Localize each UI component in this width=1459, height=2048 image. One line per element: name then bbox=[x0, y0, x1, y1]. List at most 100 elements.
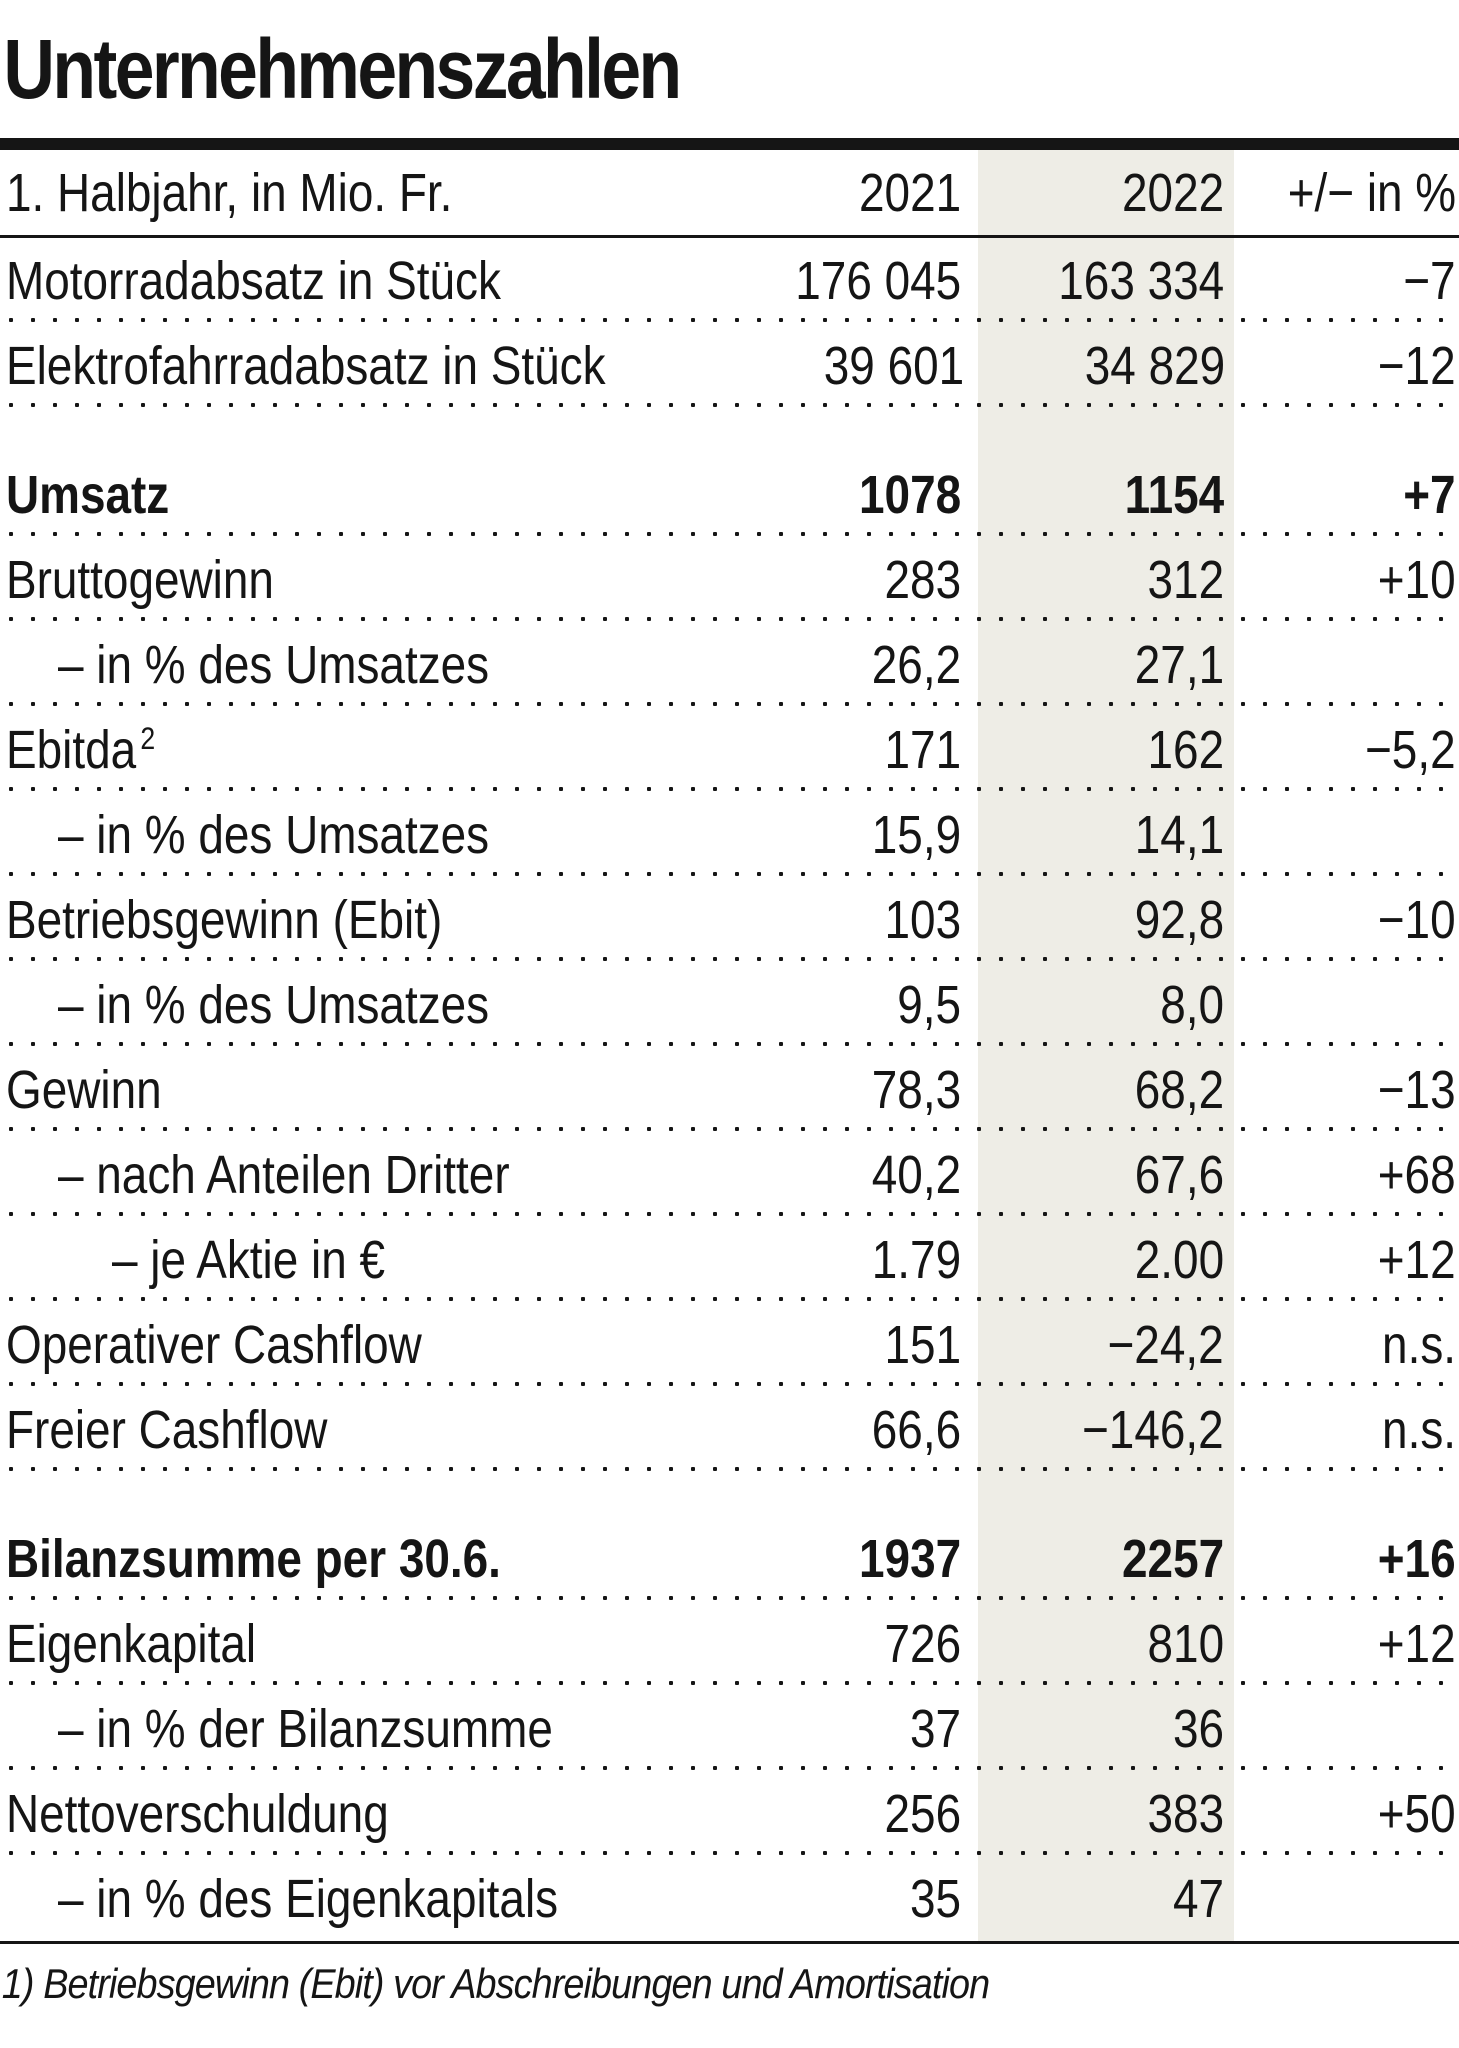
row-label-text: Eigenkapital bbox=[6, 1613, 257, 1674]
cell-change: +12 bbox=[1234, 1233, 1459, 1287]
value-change: −7 bbox=[1403, 250, 1456, 311]
header-label-cell: 1. Halbjahr, in Mio. Fr. bbox=[0, 166, 701, 220]
row-label-text: – in % des Umsatzes bbox=[58, 634, 490, 695]
row-label-text: Gewinn bbox=[6, 1059, 162, 1120]
table-row: Bilanzsumme per 30.6. 1937 2257 +16 bbox=[0, 1472, 1459, 1601]
title-block: Unternehmenszahlen bbox=[0, 0, 1459, 138]
row-label: Eigenkapital bbox=[6, 1617, 256, 1671]
row-label-text: Bilanzsumme per 30.6. bbox=[6, 1528, 501, 1589]
cell-2022: 312 bbox=[961, 553, 1234, 607]
row-label: Motorradabsatz in Stück bbox=[6, 254, 501, 308]
value-change: −10 bbox=[1378, 889, 1456, 950]
value-2022: 27,1 bbox=[1134, 634, 1224, 695]
cell-2021: 256 bbox=[701, 1787, 961, 1841]
value-2021: 1.79 bbox=[871, 1229, 961, 1290]
value-2022: 383 bbox=[1147, 1783, 1224, 1844]
row-label-text: – in % des Umsatzes bbox=[58, 974, 490, 1035]
value-change: +68 bbox=[1378, 1144, 1456, 1205]
value-2021: 37 bbox=[909, 1698, 961, 1759]
cell-2022: 68,2 bbox=[961, 1063, 1234, 1117]
row-label-text: Umsatz bbox=[6, 464, 170, 525]
value-2022: −146,2 bbox=[1082, 1399, 1224, 1460]
table-row: – in % des Umsatzes 9,5 8,0 bbox=[0, 962, 1459, 1047]
value-2021: 35 bbox=[909, 1868, 961, 1929]
value-2021: 103 bbox=[884, 889, 961, 950]
cell-2021: 15,9 bbox=[701, 808, 961, 862]
header-2021-cell: 2021 bbox=[701, 166, 961, 220]
cell-change: −7 bbox=[1234, 254, 1459, 308]
cell-2021: 66,6 bbox=[701, 1403, 961, 1457]
value-change: +12 bbox=[1378, 1229, 1456, 1290]
cell-change bbox=[1234, 978, 1459, 1032]
table-row: – in % der Bilanzsumme 37 36 bbox=[0, 1686, 1459, 1771]
cell-change: n.s. bbox=[1234, 1403, 1459, 1457]
table-row: Operativer Cashflow 151 −24,2 n.s. bbox=[0, 1302, 1459, 1387]
row-label-text: – nach Anteilen Dritter bbox=[58, 1144, 510, 1205]
cell-2021: 103 bbox=[701, 893, 961, 947]
value-2022: 36 bbox=[1172, 1698, 1224, 1759]
row-label-cell: Gewinn bbox=[0, 1063, 701, 1117]
row-label: Umsatz bbox=[6, 468, 169, 522]
cell-change: +7 bbox=[1234, 468, 1459, 522]
row-label: Nettoverschuldung bbox=[6, 1787, 389, 1841]
row-label: Operativer Cashflow bbox=[6, 1318, 422, 1372]
cell-change: +16 bbox=[1234, 1532, 1459, 1586]
column-header-2021: 2021 bbox=[858, 162, 961, 223]
row-label-text: – je Aktie in € bbox=[112, 1229, 386, 1290]
cell-2021: 171 bbox=[701, 723, 961, 777]
value-2022: 1154 bbox=[1124, 464, 1224, 525]
value-2022: 810 bbox=[1147, 1613, 1224, 1674]
value-2022: 8,0 bbox=[1160, 974, 1224, 1035]
cell-change: −13 bbox=[1234, 1063, 1459, 1117]
cell-2021: 9,5 bbox=[701, 978, 961, 1032]
cell-change bbox=[1234, 1702, 1459, 1756]
row-label-text: Bruttogewinn bbox=[6, 549, 274, 610]
row-label: Ebitda 2 bbox=[6, 722, 155, 776]
row-label: Gewinn bbox=[6, 1063, 162, 1117]
table-row: Umsatz 1078 1154 +7 bbox=[0, 408, 1459, 537]
table-unit-label: 1. Halbjahr, in Mio. Fr. bbox=[6, 162, 453, 223]
row-label-cell: – in % des Umsatzes bbox=[0, 808, 701, 862]
row-label-cell: Freier Cashflow bbox=[0, 1403, 701, 1457]
cell-2021: 151 bbox=[701, 1318, 961, 1372]
value-2021: 171 bbox=[884, 719, 961, 780]
cell-change: +10 bbox=[1234, 553, 1459, 607]
row-label-text: – in % der Bilanzsumme bbox=[58, 1698, 553, 1759]
header-change-cell: +/− in % bbox=[1234, 166, 1459, 220]
cell-change: +68 bbox=[1234, 1148, 1459, 1202]
cell-2021: 726 bbox=[701, 1617, 961, 1671]
value-change: +7 bbox=[1403, 464, 1456, 525]
cell-2022: 67,6 bbox=[961, 1148, 1234, 1202]
cell-2022: −146,2 bbox=[961, 1403, 1234, 1457]
row-label: – in % des Eigenkapitals bbox=[58, 1872, 558, 1926]
value-2021: 15,9 bbox=[871, 804, 961, 865]
row-label-cell: Bilanzsumme per 30.6. bbox=[0, 1532, 701, 1586]
cell-change: −5,2 bbox=[1234, 723, 1459, 777]
table-row: Ebitda 2 171 162 −5,2 bbox=[0, 707, 1459, 792]
value-2021: 151 bbox=[884, 1314, 961, 1375]
row-label: – je Aktie in € bbox=[112, 1233, 385, 1287]
value-2021: 726 bbox=[884, 1613, 961, 1674]
value-change: n.s. bbox=[1382, 1399, 1456, 1460]
value-2021: 1078 bbox=[858, 464, 961, 525]
row-label-cell: – in % des Eigenkapitals bbox=[0, 1872, 701, 1926]
cell-2021: 283 bbox=[701, 553, 961, 607]
value-2021: 176 045 bbox=[795, 250, 961, 311]
value-change: −5,2 bbox=[1365, 719, 1456, 780]
cell-change: +50 bbox=[1234, 1787, 1459, 1841]
cell-2021: 1078 bbox=[701, 468, 961, 522]
value-2022: 92,8 bbox=[1134, 889, 1224, 950]
value-2021: 78,3 bbox=[871, 1059, 961, 1120]
row-label-cell: – nach Anteilen Dritter bbox=[0, 1148, 701, 1202]
cell-2022: 383 bbox=[961, 1787, 1234, 1841]
bottom-rule bbox=[0, 1941, 1459, 1944]
row-label: Freier Cashflow bbox=[6, 1403, 327, 1457]
cell-change: −12 bbox=[1236, 339, 1459, 393]
value-2021: 1937 bbox=[858, 1528, 961, 1589]
row-label-cell: Betriebsgewinn (Ebit) bbox=[0, 893, 701, 947]
value-2022: 312 bbox=[1147, 549, 1224, 610]
footnote: 1) Betriebsgewinn (Ebit) vor Abschreibun… bbox=[1, 1960, 990, 2007]
row-label: – in % der Bilanzsumme bbox=[58, 1702, 553, 1756]
cell-2022: 14,1 bbox=[961, 808, 1234, 862]
